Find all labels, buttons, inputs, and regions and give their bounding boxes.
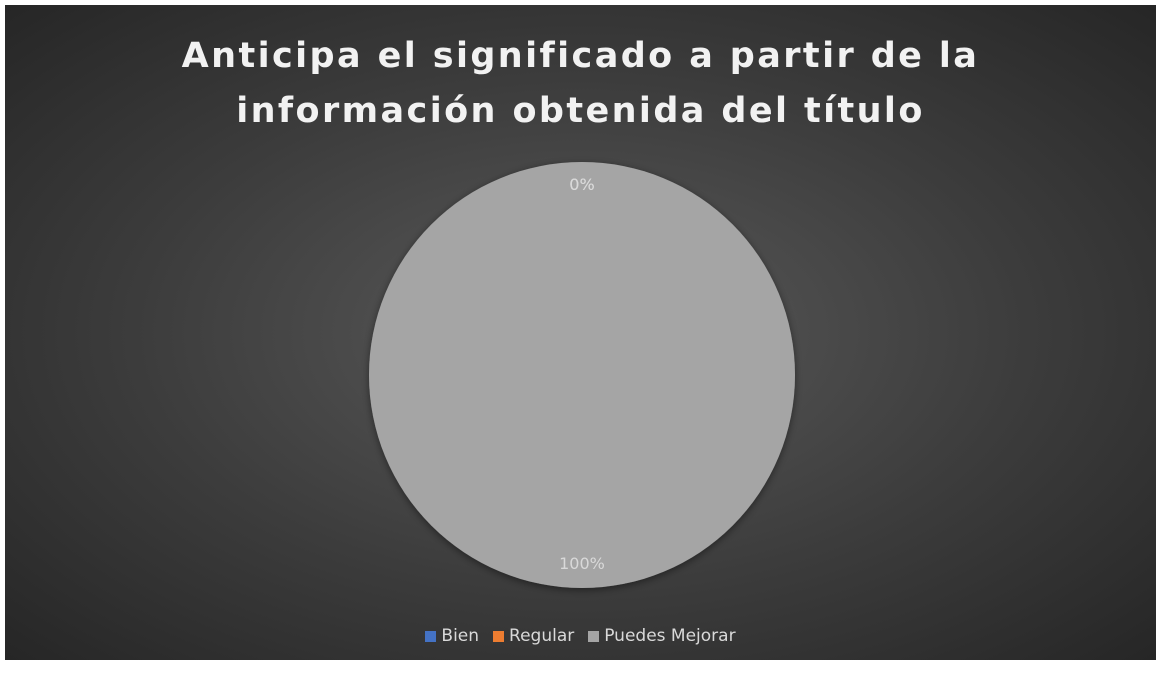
legend-label: Puedes Mejorar <box>604 626 736 646</box>
data-label: 0% <box>569 175 594 194</box>
legend-label: Regular <box>509 626 575 646</box>
legend-item: Regular <box>493 626 574 646</box>
pie-slice <box>369 162 795 588</box>
legend-item: Bien <box>425 626 479 646</box>
legend-swatch <box>588 630 600 642</box>
chart-title: Anticipa el significado a partir de la i… <box>181 36 980 131</box>
chart: Anticipa el significado a partir de la i… <box>5 5 1156 660</box>
pie-area: 0%0%100% <box>369 162 795 588</box>
data-label: 0% <box>569 175 594 194</box>
legend: Bien Regular Puedes Mejorar <box>5 626 1156 646</box>
pie <box>369 162 795 588</box>
legend-item: Puedes Mejorar <box>588 626 736 646</box>
legend-label: Bien <box>441 626 480 646</box>
legend-swatch <box>493 630 505 642</box>
legend-swatch <box>425 630 437 642</box>
data-label: 100% <box>559 554 605 573</box>
